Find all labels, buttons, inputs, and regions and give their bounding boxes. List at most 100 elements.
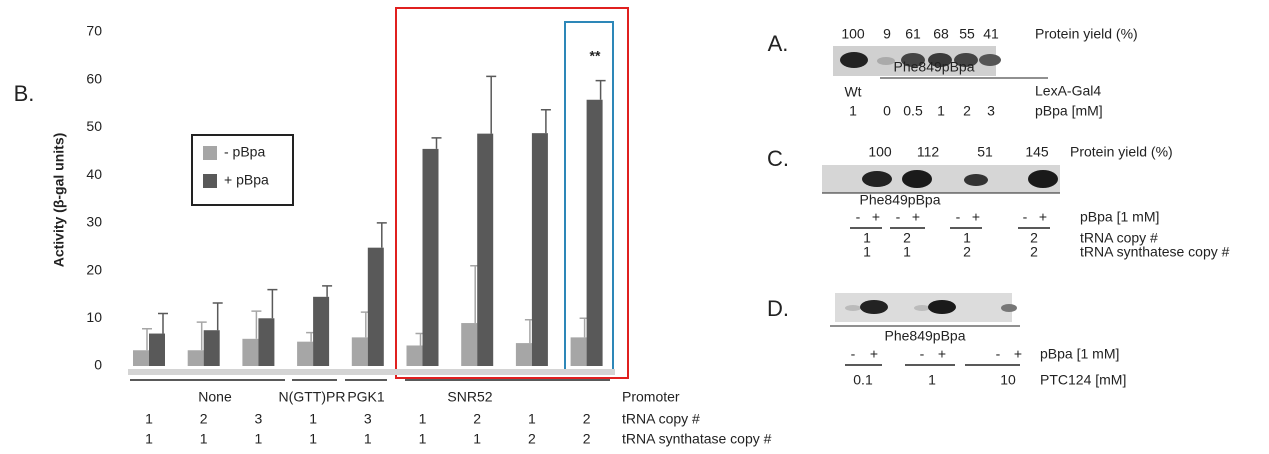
- y-tick-label: 50: [86, 118, 102, 134]
- bar: [407, 345, 423, 366]
- synthetase-copy: 1: [309, 431, 317, 447]
- construct-label: Phe849pBpa: [894, 59, 975, 75]
- gel-d: [835, 293, 1017, 322]
- row-label: tRNA synthatese copy #: [1080, 244, 1230, 260]
- y-tick-label: 0: [94, 357, 102, 373]
- panel-label: A.: [768, 31, 789, 56]
- row-label: tRNA synthatase copy #: [622, 431, 772, 447]
- error-bar: [322, 286, 332, 297]
- synthetase-copy: 1: [863, 244, 871, 260]
- y-tick-label: 40: [86, 166, 102, 182]
- synthetase-copy: 2: [528, 431, 536, 447]
- figure: B.Activity (β-gal units)010203040506070-…: [0, 0, 1269, 454]
- panel-label: D.: [767, 296, 789, 321]
- trna-copy: 3: [364, 411, 372, 427]
- protein-yield: 100: [841, 26, 865, 42]
- pbpa-sign: -: [896, 209, 901, 225]
- bar: [149, 334, 165, 366]
- error-bar: [213, 303, 223, 330]
- trna-copy: 2: [473, 411, 481, 427]
- y-axis-label: Activity (β-gal units): [51, 133, 67, 268]
- row-label: Promoter: [622, 389, 680, 405]
- row-label: Protein yield (%): [1035, 26, 1138, 42]
- protein-yield: 145: [1025, 144, 1049, 160]
- pbpa-sign: -: [1023, 209, 1028, 225]
- error-bar: [432, 138, 442, 149]
- legend-label: + pBpa: [224, 172, 269, 188]
- error-bar: [596, 81, 606, 100]
- bar: [242, 339, 258, 366]
- construct-label: Phe849pBpa: [860, 192, 941, 208]
- y-tick-label: 10: [86, 309, 102, 325]
- trna-copy: 2: [583, 411, 591, 427]
- ptc124-conc: 0.1: [853, 372, 873, 388]
- protein-yield: 61: [905, 26, 921, 42]
- protein-yield: 112: [917, 144, 940, 160]
- ptc124-conc: 10: [1000, 372, 1016, 388]
- pbpa-sign: +: [938, 346, 946, 362]
- bar: [516, 343, 532, 366]
- pbpa-sign: -: [920, 346, 925, 362]
- pbpa-sign: -: [856, 209, 861, 225]
- row-label: PTC124 [mM]: [1040, 372, 1126, 388]
- trna-copy: 1: [528, 411, 536, 427]
- legend-swatch: [203, 174, 217, 188]
- bar: [313, 297, 329, 366]
- trna-copy: 3: [255, 411, 263, 427]
- pbpa-conc: 3: [987, 103, 995, 119]
- trna-copy: 2: [200, 411, 208, 427]
- row-label: LexA-Gal4: [1035, 83, 1101, 99]
- promoter-label: SNR52: [447, 389, 492, 405]
- row-label: Protein yield (%): [1070, 144, 1173, 160]
- bar: [587, 100, 603, 366]
- synthetase-copy: 1: [903, 244, 911, 260]
- row-label: tRNA copy #: [622, 411, 700, 427]
- synthetase-copy: 2: [963, 244, 971, 260]
- trna-copy: 1: [419, 411, 427, 427]
- bar: [297, 342, 313, 366]
- pbpa-sign: +: [870, 346, 878, 362]
- pbpa-conc: 1: [849, 103, 857, 119]
- protein-yield: 68: [933, 26, 949, 42]
- protein-yield: 55: [959, 26, 975, 42]
- protein-yield: 51: [977, 144, 993, 160]
- protein-yield: 100: [868, 144, 892, 160]
- panel-label: B.: [14, 81, 35, 106]
- error-bar: [377, 223, 387, 248]
- trna-copy: 1: [145, 411, 153, 427]
- panel-label: C.: [767, 146, 789, 171]
- protein-yield: 41: [983, 26, 999, 42]
- y-tick-label: 70: [86, 23, 102, 39]
- legend-swatch: [203, 146, 217, 160]
- construct-label: Phe849pBpa: [885, 328, 966, 344]
- bar: [188, 350, 204, 366]
- error-bar: [541, 110, 551, 133]
- y-tick-label: 60: [86, 70, 102, 86]
- row-label: pBpa [1 mM]: [1040, 346, 1119, 362]
- y-tick-label: 20: [86, 261, 102, 277]
- synthetase-copy: 2: [1030, 244, 1038, 260]
- synthetase-copy: 1: [255, 431, 263, 447]
- bar: [477, 134, 493, 366]
- pbpa-sign: +: [872, 209, 880, 225]
- bar: [368, 248, 384, 366]
- ptc124-conc: 1: [928, 372, 936, 388]
- pbpa-conc: 0: [883, 103, 891, 119]
- trna-copy: 1: [309, 411, 317, 427]
- synthetase-copy: 1: [200, 431, 208, 447]
- protein-yield: 9: [883, 26, 891, 42]
- pbpa-sign: -: [851, 346, 856, 362]
- synthetase-copy: 1: [364, 431, 372, 447]
- bar: [204, 330, 220, 366]
- bar: [461, 323, 477, 366]
- legend-label: - pBpa: [224, 144, 265, 160]
- error-bar: [486, 76, 496, 133]
- bar: [352, 337, 368, 366]
- pbpa-sign: +: [912, 209, 920, 225]
- pbpa-sign: -: [956, 209, 961, 225]
- promoter-label: N(GTT)PR: [279, 389, 346, 405]
- bar: [532, 133, 548, 366]
- synthetase-copy: 1: [419, 431, 427, 447]
- bar: [258, 318, 274, 366]
- row-label: pBpa [mM]: [1035, 103, 1103, 119]
